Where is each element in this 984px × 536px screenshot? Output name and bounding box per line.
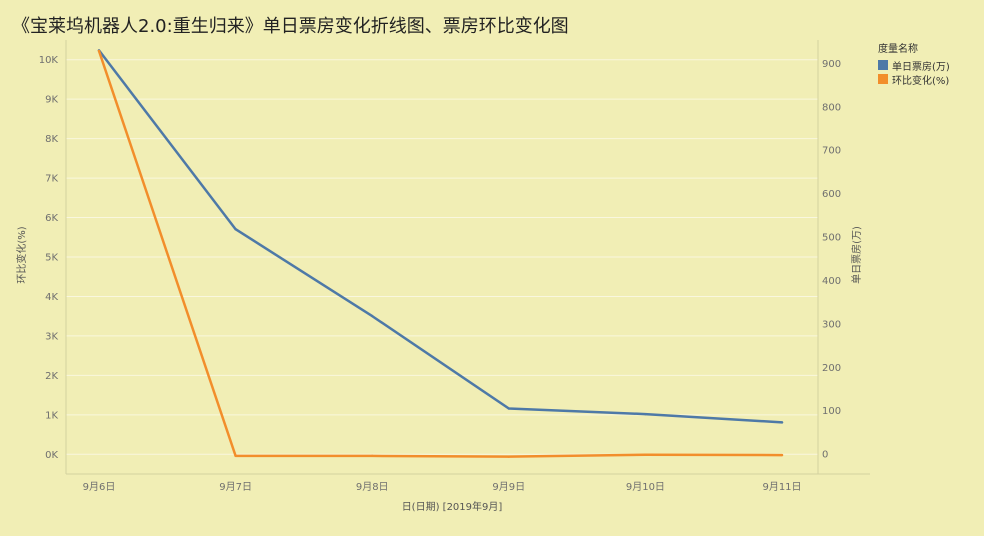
right-tick-label: 500 <box>822 233 841 244</box>
left-tick-label: 10K <box>39 55 59 66</box>
data-point <box>644 453 647 456</box>
right-axis-title: 单日票房(万) <box>850 226 863 284</box>
data-point <box>507 455 510 458</box>
x-tick-label: 9月11日 <box>762 481 801 493</box>
legend-label: 单日票房(万) <box>892 61 950 73</box>
left-tick-label: 9K <box>45 95 58 106</box>
left-tick-label: 7K <box>45 174 58 185</box>
left-tick-label: 0K <box>45 450 58 461</box>
data-point <box>234 228 237 231</box>
legend-title: 度量名称 <box>878 44 918 55</box>
x-tick-label: 9月9日 <box>492 481 525 493</box>
left-tick-label: 3K <box>45 331 58 342</box>
right-tick-label: 700 <box>822 146 841 157</box>
right-tick-label: 100 <box>822 406 841 417</box>
legend-label: 环比变化(%) <box>892 75 950 87</box>
x-axis-title: 日(日期) [2019年9月] <box>402 500 503 513</box>
left-tick-label: 5K <box>45 253 58 264</box>
data-point <box>234 454 237 458</box>
left-tick-label: 4K <box>45 292 58 303</box>
data-point <box>507 407 510 410</box>
x-tick-label: 9月8日 <box>356 481 389 493</box>
series-line <box>97 49 784 424</box>
series-line <box>97 49 784 458</box>
right-tick-label: 800 <box>822 102 841 113</box>
data-point <box>780 453 784 457</box>
data-point <box>644 412 647 416</box>
x-tick-label: 9月10日 <box>626 481 665 493</box>
left-tick-label: 8K <box>45 134 58 145</box>
legend: 度量名称 单日票房(万) 环比变化(%) <box>878 40 950 87</box>
right-tick-label: 600 <box>822 189 841 200</box>
data-point <box>371 314 374 318</box>
legend-swatch <box>878 74 888 84</box>
legend-item: 环比变化(%) <box>878 72 950 87</box>
data-point <box>371 454 374 458</box>
right-tick-label: 400 <box>822 276 841 287</box>
data-point <box>97 49 101 53</box>
right-tick-label: 900 <box>822 59 841 70</box>
right-tick-label: 300 <box>822 319 841 330</box>
data-point <box>780 421 784 424</box>
legend-swatch <box>878 60 888 70</box>
chart-title: 《宝莱坞机器人2.0:重生归来》单日票房变化折线图、票房环比变化图 <box>12 16 569 37</box>
left-tick-label: 1K <box>45 410 58 421</box>
x-tick-label: 9月7日 <box>219 481 252 493</box>
left-tick-label: 6K <box>45 213 58 224</box>
x-tick-label: 9月6日 <box>83 481 116 493</box>
left-tick-label: 2K <box>45 371 58 382</box>
legend-item: 单日票房(万) <box>878 58 950 73</box>
right-tick-label: 200 <box>822 363 841 374</box>
left-axis-title: 环比变化(%) <box>15 226 28 283</box>
right-tick-label: 0 <box>822 450 828 461</box>
